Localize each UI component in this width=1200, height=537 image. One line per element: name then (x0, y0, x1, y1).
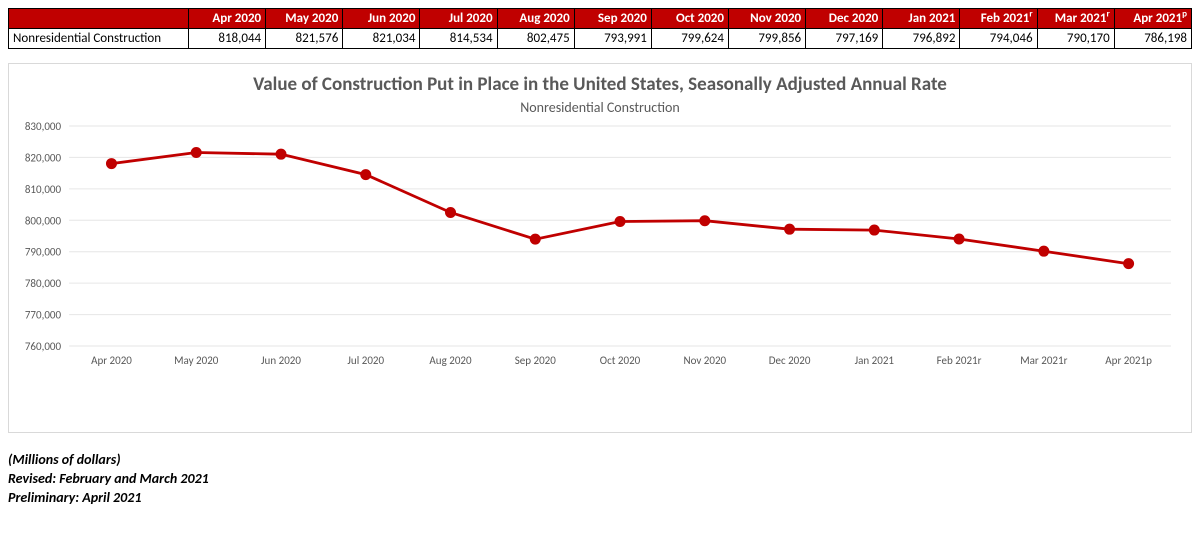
table-cell: 799,624 (651, 29, 728, 49)
table-col-header: Aug 2020 (497, 9, 574, 29)
x-axis-label: Apr 2020 (91, 354, 132, 367)
series-marker (191, 147, 201, 157)
footnote-line: (Millions of dollars) (8, 451, 1192, 470)
table-col-header: Oct 2020 (651, 9, 728, 29)
series-marker (615, 216, 625, 226)
series-marker (785, 224, 795, 234)
x-axis-label: Feb 2021r (937, 354, 982, 367)
chart-subtitle: Nonresidential Construction (9, 99, 1191, 116)
series-marker (530, 234, 540, 244)
chart-svg: 760,000 770,000 780,000 790,000 800,000 810,0… (9, 116, 1191, 376)
y-axis-label: 830,000 (25, 120, 62, 133)
table-cell: 814,534 (420, 29, 497, 49)
table-header-row: Apr 2020May 2020Jun 2020Jul 2020Aug 2020… (9, 9, 1192, 29)
table-cell: 802,475 (497, 29, 574, 49)
table-col-header: Jun 2020 (343, 9, 420, 29)
table-col-header: Sep 2020 (574, 9, 651, 29)
line-chart: Value of Construction Put in Place in th… (8, 63, 1192, 433)
table-cell: 793,991 (574, 29, 651, 49)
y-axis-label: 760,000 (25, 340, 62, 353)
x-axis-label: Jan 2021 (855, 354, 895, 367)
table-cell: 796,892 (883, 29, 960, 49)
series-marker (446, 207, 456, 217)
x-axis-label: May 2020 (174, 354, 219, 367)
x-axis-label: Aug 2020 (429, 354, 472, 367)
series-marker (1124, 258, 1134, 268)
y-axis-label: 810,000 (25, 183, 62, 196)
series-marker (361, 169, 371, 179)
table-col-header: Nov 2020 (728, 9, 805, 29)
table-col-header: Mar 2021r (1037, 9, 1114, 29)
x-axis-label: Oct 2020 (600, 354, 641, 367)
table-cell: 794,046 (960, 29, 1037, 49)
x-axis-label: Nov 2020 (683, 354, 726, 367)
footnote-line: Revised: February and March 2021 (8, 470, 1192, 489)
series-marker (1039, 246, 1049, 256)
table-row-label: Nonresidential Construction (9, 29, 189, 49)
series-marker (106, 158, 116, 168)
y-axis-label: 780,000 (25, 277, 62, 290)
table-cell: 818,044 (189, 29, 266, 49)
table-col-header: Apr 2020 (189, 9, 266, 29)
x-axis-label: Jul 2020 (347, 354, 384, 367)
table-cell: 821,034 (343, 29, 420, 49)
x-axis-label: Apr 2021p (1105, 354, 1152, 367)
y-axis-label: 770,000 (25, 308, 62, 321)
table-cell: 797,169 (806, 29, 883, 49)
x-axis-label: Dec 2020 (769, 354, 811, 367)
table-cell: 790,170 (1037, 29, 1114, 49)
table-header-blank (9, 9, 189, 29)
table-row: Nonresidential Construction 818,044821,5… (9, 29, 1192, 49)
y-axis-label: 790,000 (25, 246, 62, 259)
series-line (111, 152, 1128, 263)
table-col-header: May 2020 (266, 9, 343, 29)
table-cell: 821,576 (266, 29, 343, 49)
series-marker (276, 149, 286, 159)
table-col-header: Dec 2020 (806, 9, 883, 29)
x-axis-label: Mar 2021r (1020, 354, 1067, 367)
x-axis-label: Sep 2020 (515, 354, 557, 367)
data-table: Apr 2020May 2020Jun 2020Jul 2020Aug 2020… (8, 8, 1192, 49)
table-col-header: Feb 2021r (960, 9, 1037, 29)
footnote-line: Preliminary: April 2021 (8, 489, 1192, 508)
table-col-header: Apr 2021p (1114, 9, 1191, 29)
footnotes: (Millions of dollars) Revised: February … (8, 451, 1192, 508)
y-axis-label: 800,000 (25, 214, 62, 227)
chart-title: Value of Construction Put in Place in th… (9, 64, 1191, 97)
series-marker (869, 225, 879, 235)
x-axis-label: Jun 2020 (261, 354, 301, 367)
y-axis-label: 820,000 (25, 151, 62, 164)
table-cell: 799,856 (728, 29, 805, 49)
table-cell: 786,198 (1114, 29, 1191, 49)
table-col-header: Jul 2020 (420, 9, 497, 29)
series-marker (954, 234, 964, 244)
table-col-header: Jan 2021 (883, 9, 960, 29)
series-marker (700, 216, 710, 226)
